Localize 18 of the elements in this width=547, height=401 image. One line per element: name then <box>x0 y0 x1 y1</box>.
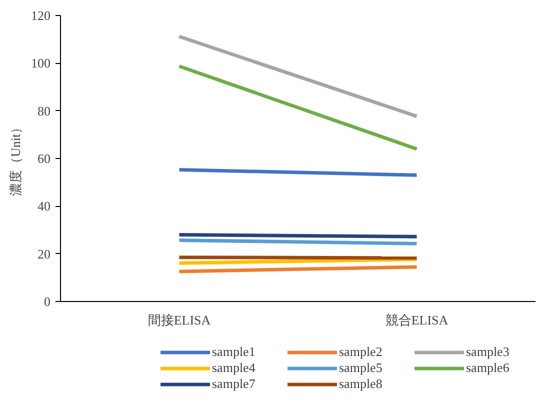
legend-label: sample5 <box>339 360 384 376</box>
x-tick-label: 間接ELISA <box>148 312 212 328</box>
legend-label: sample2 <box>339 344 384 360</box>
legend-label: sample6 <box>466 360 510 376</box>
y-tick-label: 40 <box>38 198 50 214</box>
y-tick-label: 120 <box>31 8 50 23</box>
y-tick-label: 20 <box>38 246 50 262</box>
legend-label: sample7 <box>212 376 256 392</box>
legend-label: sample3 <box>466 344 510 360</box>
legend-label: sample4 <box>212 360 256 376</box>
legend-label: sample8 <box>339 376 384 392</box>
y-tick-label: 60 <box>38 151 50 166</box>
legend-label: sample1 <box>212 344 256 360</box>
y-axis-title: 濃度（Unit） <box>8 120 23 196</box>
x-tick-label: 競合ELISA <box>385 312 449 328</box>
y-tick-label: 0 <box>44 294 50 309</box>
y-tick-label: 100 <box>31 56 50 71</box>
y-tick-label: 80 <box>38 103 50 118</box>
